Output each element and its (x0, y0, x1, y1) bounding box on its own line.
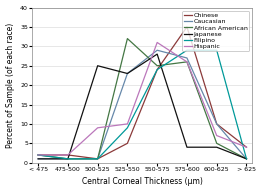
Caucasian (215, 123, 218, 125)
Chinese (66, 154, 69, 156)
Caucasian (126, 72, 129, 75)
Caucasian (96, 158, 99, 160)
African American (36, 154, 40, 156)
Line: Caucasian: Caucasian (38, 50, 247, 159)
Japanese (126, 72, 129, 75)
Japanese (185, 146, 189, 148)
Hispanic (36, 154, 40, 156)
Japanese (96, 65, 99, 67)
Chinese (215, 123, 218, 125)
Line: African American: African American (38, 39, 247, 159)
Filipino (66, 158, 69, 160)
Chinese (185, 26, 189, 28)
African American (156, 65, 159, 67)
Line: Japanese: Japanese (38, 54, 247, 159)
Hispanic (126, 123, 129, 125)
Line: Filipino: Filipino (38, 50, 247, 159)
Filipino (96, 158, 99, 160)
African American (66, 158, 69, 160)
Chinese (126, 142, 129, 144)
Filipino (36, 154, 40, 156)
Y-axis label: Percent of Sample (of each race): Percent of Sample (of each race) (6, 22, 15, 148)
African American (96, 158, 99, 160)
Filipino (185, 49, 189, 51)
Chinese (156, 69, 159, 71)
Caucasian (66, 158, 69, 160)
Hispanic (156, 41, 159, 44)
African American (245, 158, 248, 160)
Hispanic (245, 146, 248, 148)
Line: Hispanic: Hispanic (38, 42, 247, 155)
African American (215, 142, 218, 144)
Japanese (245, 158, 248, 160)
Japanese (215, 146, 218, 148)
Caucasian (36, 158, 40, 160)
African American (185, 61, 189, 63)
Chinese (36, 154, 40, 156)
Chinese (245, 146, 248, 148)
Hispanic (215, 134, 218, 137)
African American (126, 37, 129, 40)
X-axis label: Central Corneal Thickness (μm): Central Corneal Thickness (μm) (82, 177, 203, 186)
Japanese (156, 53, 159, 55)
Filipino (245, 158, 248, 160)
Japanese (66, 158, 69, 160)
Caucasian (156, 49, 159, 51)
Hispanic (185, 61, 189, 63)
Line: Chinese: Chinese (38, 27, 247, 159)
Japanese (36, 158, 40, 160)
Filipino (156, 69, 159, 71)
Filipino (126, 127, 129, 129)
Caucasian (245, 158, 248, 160)
Filipino (215, 49, 218, 51)
Hispanic (96, 127, 99, 129)
Caucasian (185, 57, 189, 59)
Legend: Chinese, Caucasian, African American, Japanese, Filipino, Hispanic: Chinese, Caucasian, African American, Ja… (182, 11, 249, 51)
Hispanic (66, 154, 69, 156)
Chinese (96, 158, 99, 160)
